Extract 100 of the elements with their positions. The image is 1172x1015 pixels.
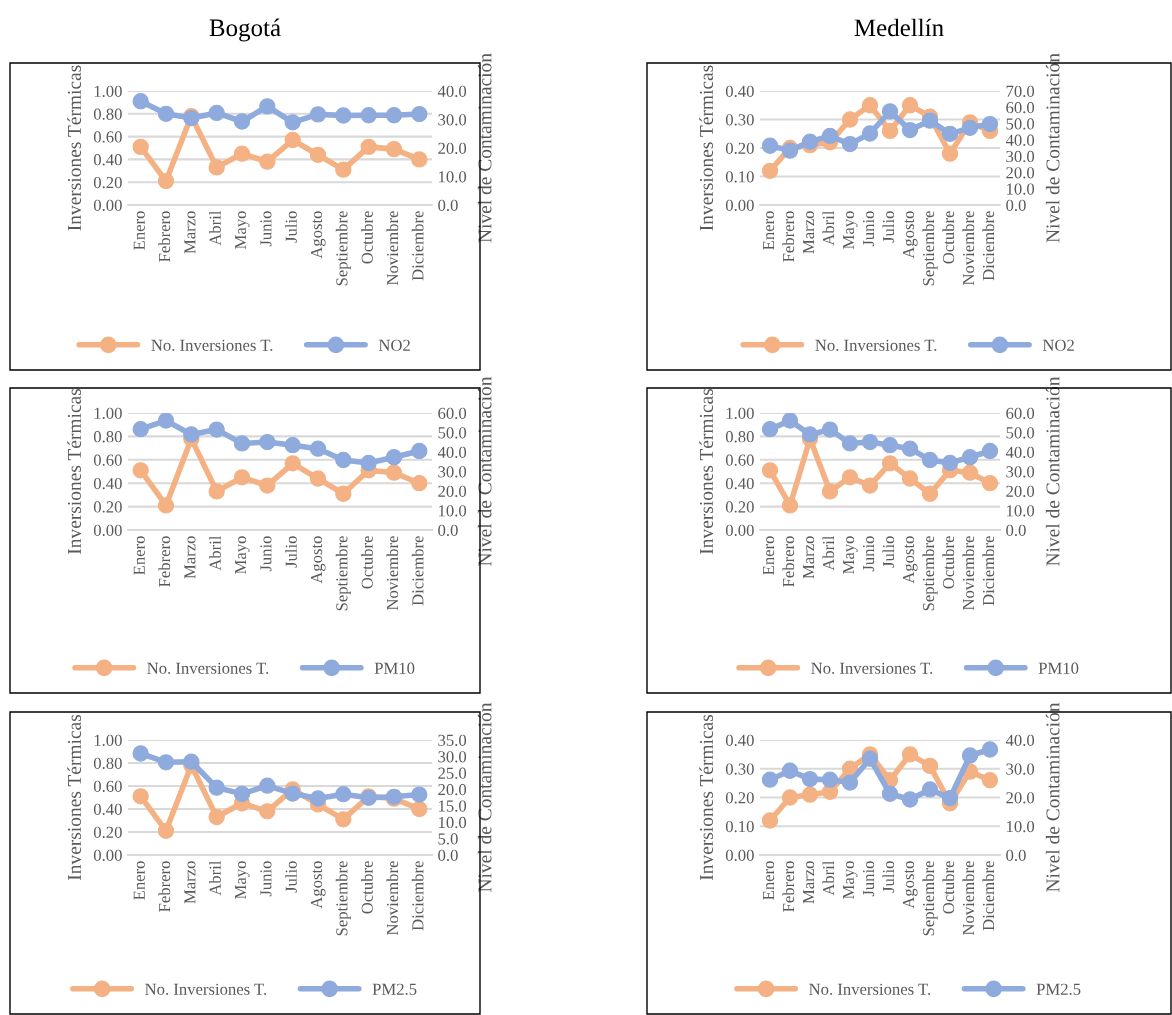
point — [132, 421, 149, 438]
legend-label: No. Inversiones T. — [815, 339, 937, 351]
y-tick-label: 0.80 — [93, 108, 122, 120]
point — [821, 771, 839, 788]
y2-axis-title: Nivel de Contaminación — [477, 376, 492, 566]
point — [259, 98, 276, 115]
point — [841, 774, 859, 791]
x-tick-label: Agosto — [902, 211, 918, 259]
x-tick-label: Mayo — [843, 861, 858, 899]
x-tick-label: Noviembre — [962, 861, 975, 936]
y2-tick-label: 30.0 — [1006, 466, 1035, 478]
point — [841, 435, 859, 452]
y-tick-label: 0.30 — [725, 763, 754, 775]
y2-tick-label: 20.0 — [1006, 167, 1035, 179]
point — [309, 146, 327, 163]
x-tick-label: Mayo — [843, 211, 858, 249]
point — [411, 800, 428, 818]
x-tick-label: Abril — [209, 535, 221, 571]
y2-tick-label: 50.0 — [1006, 118, 1035, 130]
point — [981, 115, 999, 133]
x-tick-label: Julio — [882, 536, 895, 568]
y-axis-title: Inversiones Térmicas — [67, 714, 81, 881]
y2-tick-label: 30.0 — [1006, 150, 1035, 163]
point — [335, 451, 352, 469]
y2-axis-title: Nivel de Contaminación — [1045, 702, 1060, 892]
y2-axis-title: Nivel de Contaminación — [477, 53, 492, 243]
y2-tick-label: 40.0 — [1005, 734, 1035, 747]
y-tick-label: 0.40 — [93, 803, 122, 816]
legend-label: No. Inversiones T. — [147, 662, 269, 674]
point — [157, 754, 175, 771]
y-tick-label: 0.20 — [725, 142, 754, 155]
point — [901, 746, 919, 763]
y2-tick-label: 60.0 — [438, 407, 467, 420]
point — [941, 789, 959, 807]
legend-label: PM10 — [374, 662, 415, 674]
point — [385, 464, 403, 481]
x-tick-label: Julio — [882, 211, 895, 243]
x-tick-label: Diciembre — [982, 861, 995, 931]
point — [941, 125, 959, 142]
x-tick-label: Julio — [285, 211, 297, 243]
y2-tick-label: 40.0 — [437, 85, 467, 98]
legend-label: NO2 — [378, 339, 410, 351]
point — [901, 470, 919, 487]
chart-title: Bogotá — [209, 18, 281, 42]
y-tick-label: 0.40 — [725, 85, 754, 98]
point — [781, 413, 799, 429]
x-tick-label: Julio — [882, 861, 895, 893]
y2-tick-label: 30.0 — [438, 114, 467, 126]
x-tick-label: Julio — [285, 536, 297, 568]
point — [981, 741, 999, 758]
x-tick-label: Septiembre — [335, 211, 351, 286]
point — [132, 745, 149, 762]
point — [981, 475, 999, 492]
x-tick-label: Junio — [862, 211, 875, 247]
x-tick-label: Enero — [133, 536, 145, 575]
x-tick-label: Agosto — [310, 861, 326, 909]
y2-tick-label: 50.0 — [1006, 427, 1035, 439]
x-tick-label: Abril — [822, 535, 835, 571]
x-tick-label: Agosto — [902, 536, 918, 584]
x-tick-label: Septiembre — [335, 536, 351, 611]
x-tick-label: Enero — [133, 861, 145, 900]
y2-tick-label: 20.0 — [438, 142, 467, 155]
point — [157, 413, 175, 429]
point — [284, 455, 301, 472]
point — [801, 770, 819, 788]
point — [208, 104, 225, 122]
point — [781, 762, 799, 779]
y2-tick-label: 20.0 — [1006, 485, 1035, 498]
x-tick-label: Mayo — [235, 861, 250, 899]
y-tick-label: 0.30 — [725, 114, 754, 126]
point — [861, 750, 879, 767]
x-tick-label: Febrero — [782, 211, 795, 262]
x-tick-label: Octubre — [942, 861, 955, 914]
point — [861, 97, 879, 114]
x-tick-label: Agosto — [310, 211, 326, 259]
y-tick-label: 0.00 — [725, 849, 754, 862]
point — [259, 433, 276, 451]
point — [233, 145, 251, 162]
point — [335, 786, 352, 803]
y2-tick-label: 60.0 — [1006, 407, 1035, 420]
point — [901, 97, 919, 114]
point — [961, 747, 979, 764]
y-tick-label: 0.40 — [725, 477, 754, 490]
x-tick-label: Marzo — [184, 861, 196, 904]
y-tick-label: 0.40 — [93, 154, 122, 166]
y2-tick-label: 70.0 — [1006, 85, 1035, 98]
point — [881, 785, 899, 802]
x-tick-label: Octubre — [361, 211, 373, 264]
point — [881, 437, 899, 454]
point — [309, 470, 327, 487]
y-tick-label: 0.10 — [725, 171, 754, 183]
point — [941, 145, 959, 162]
y2-tick-label: 30.0 — [438, 466, 467, 478]
point — [183, 753, 200, 770]
x-tick-label: Noviembre — [386, 536, 399, 611]
y2-tick-label: 0.0 — [438, 849, 458, 862]
y-axis-title: Inversiones Térmicas — [67, 65, 81, 231]
y2-tick-label: 10.0 — [1007, 505, 1035, 517]
x-tick-label: Febrero — [782, 861, 795, 912]
x-tick-label: Marzo — [803, 536, 815, 579]
